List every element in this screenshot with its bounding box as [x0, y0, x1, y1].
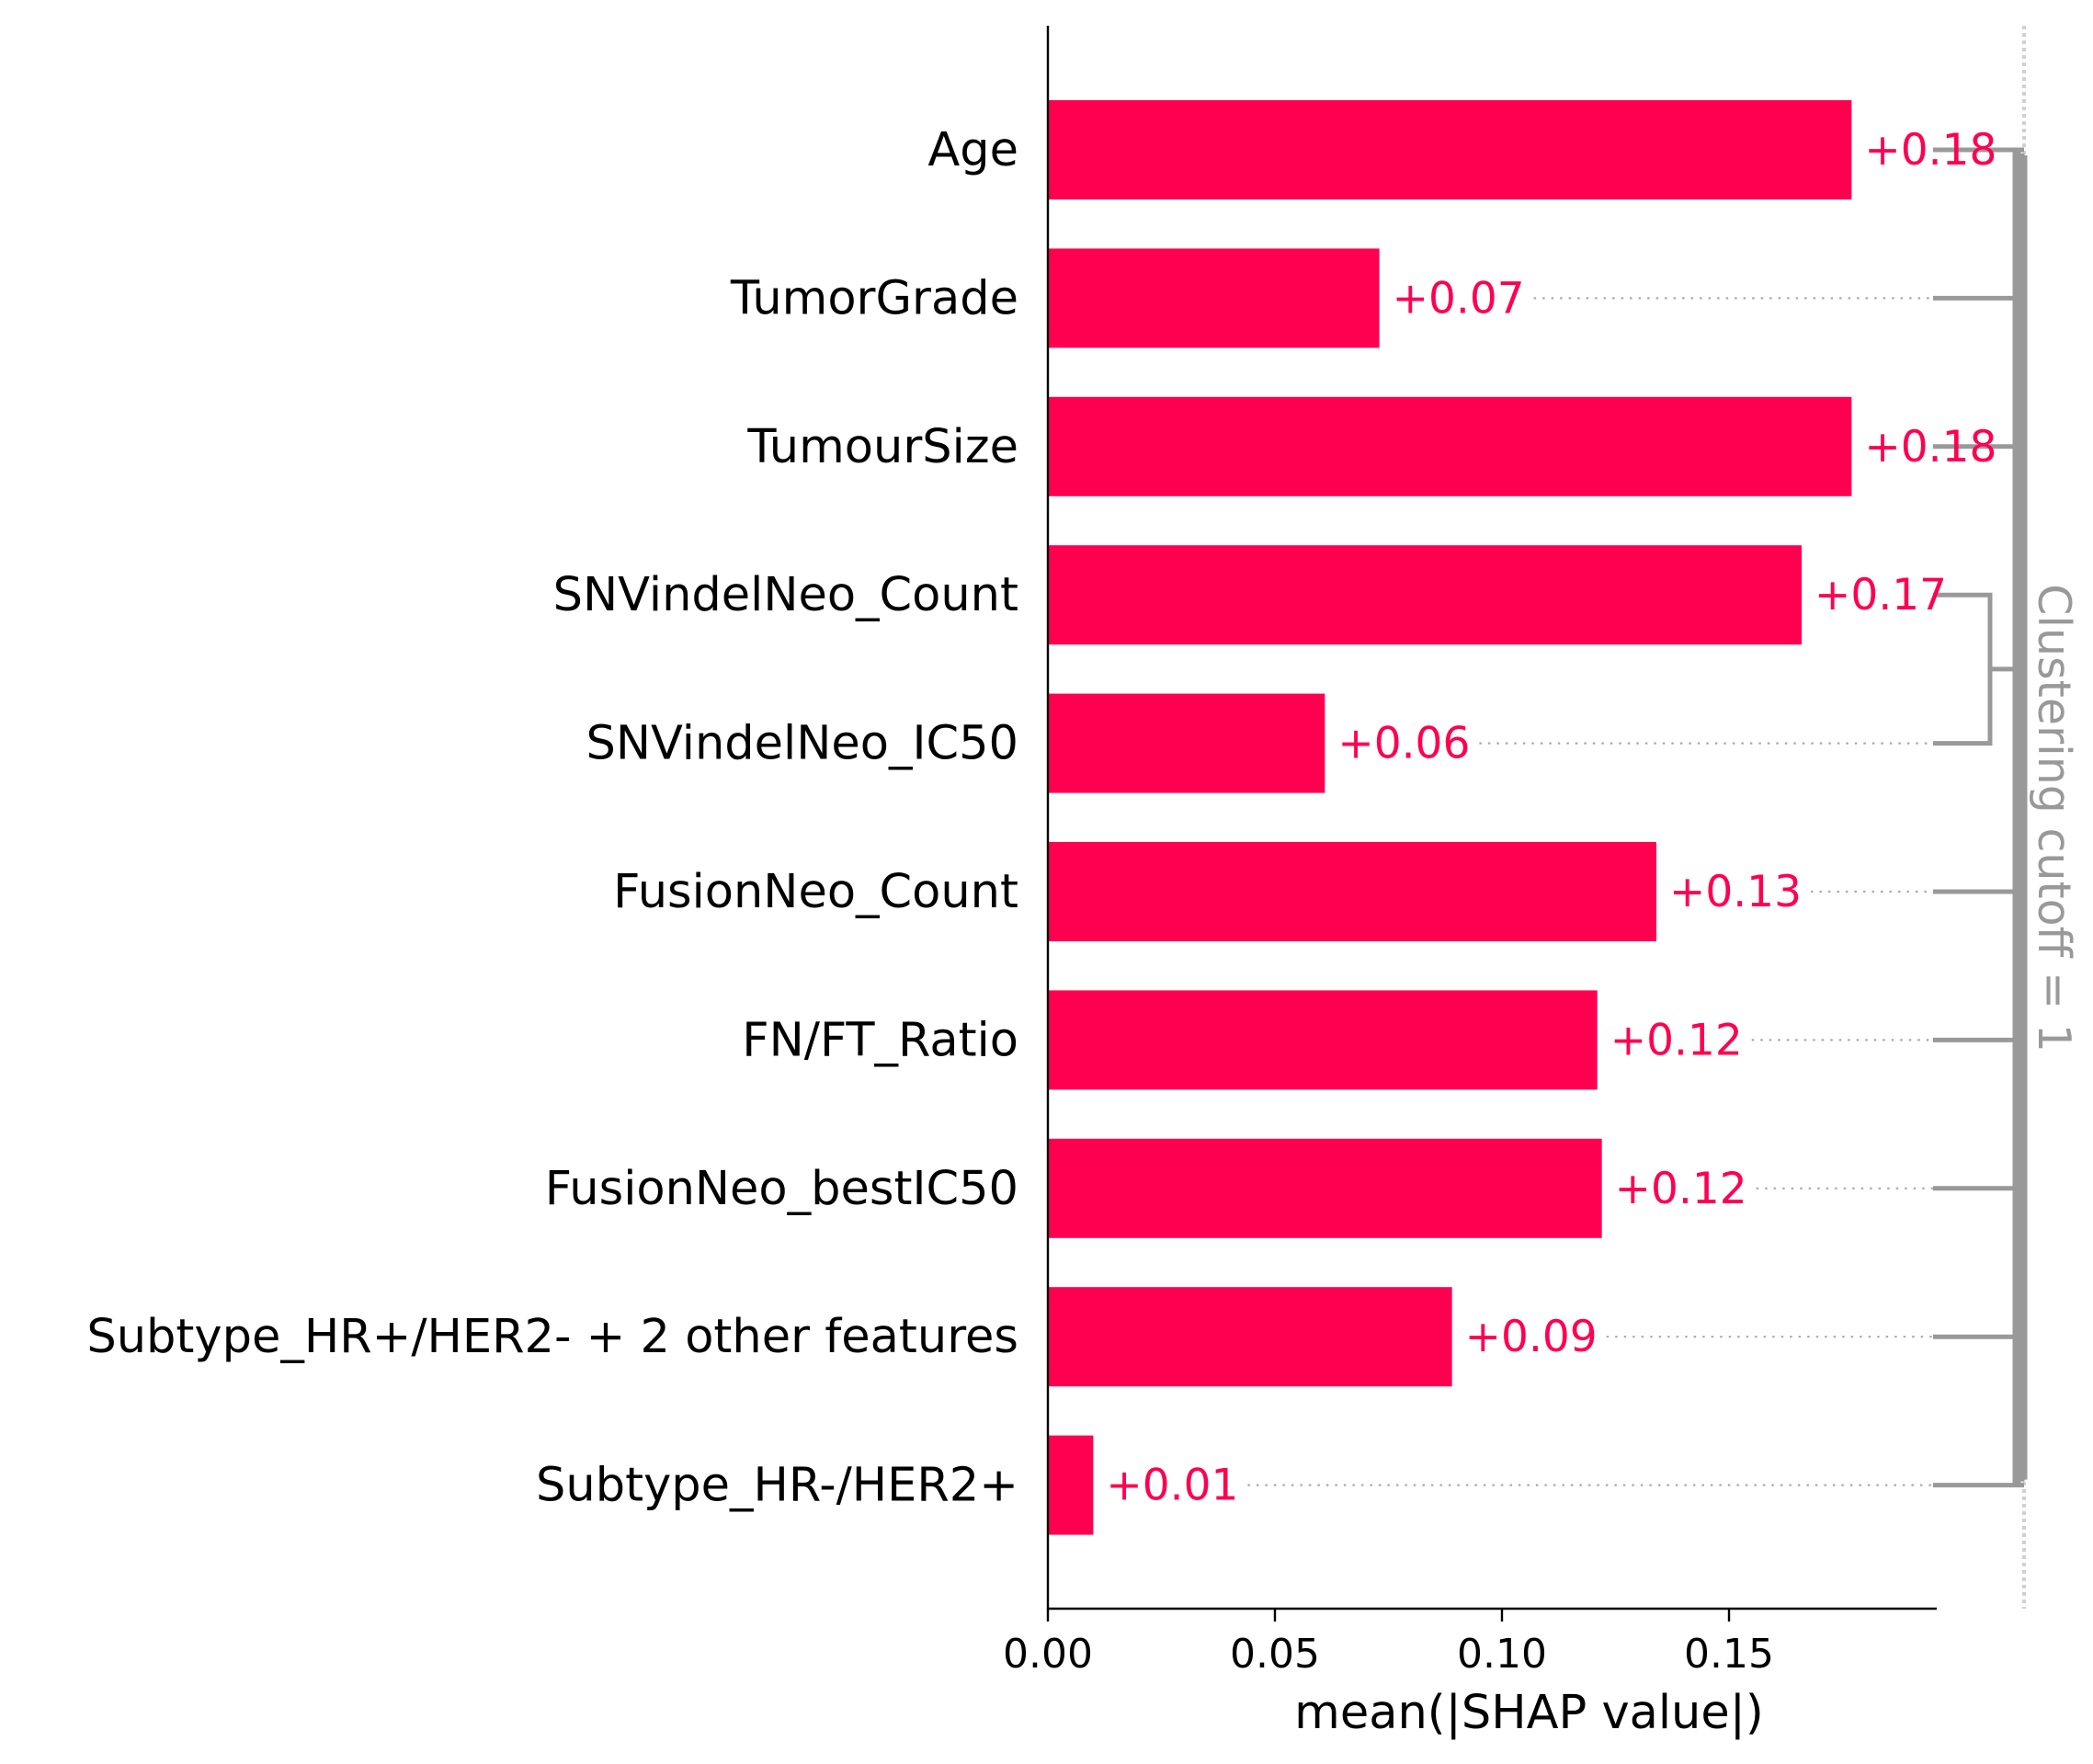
value-label: +0.01 — [1106, 1461, 1238, 1511]
value-label: +0.09 — [1465, 1312, 1598, 1362]
bar-9 — [1048, 1435, 1094, 1535]
clustering-cutoff-label: Clustering cutoff = 1 — [2028, 584, 2080, 1053]
value-label: +0.12 — [1615, 1164, 1747, 1214]
bar-4 — [1048, 693, 1325, 793]
feature-label: Subtype_HR-/HER2+ — [536, 1459, 1018, 1513]
value-label: +0.06 — [1337, 719, 1470, 769]
bar-5 — [1048, 842, 1656, 941]
feature-label: Subtype_HR+/HER2- + 2 other features — [86, 1310, 1018, 1364]
feature-label: SNVindelNeo_Count — [553, 568, 1018, 622]
labels: Age +0.18 TumorGrade +0.07 TumourSize +0.18 SN… — [86, 123, 2080, 1740]
feature-label: FusionNeo_Count — [613, 865, 1018, 919]
axes — [1046, 26, 1937, 1622]
value-label: +0.18 — [1864, 125, 1996, 176]
value-label: +0.12 — [1610, 1015, 1743, 1065]
feature-label: TumourSize — [746, 420, 1018, 474]
x-tick-label: 0.15 — [1684, 1631, 1774, 1678]
bar-7 — [1048, 1138, 1602, 1238]
x-tick-label: 0.10 — [1457, 1631, 1547, 1678]
x-tick-label: 0.00 — [1003, 1631, 1093, 1678]
value-label: +0.13 — [1669, 867, 1802, 917]
x-tick-label: 0.05 — [1230, 1631, 1320, 1678]
bar-2 — [1048, 396, 1852, 496]
bars — [1048, 100, 1852, 1535]
value-label: +0.07 — [1393, 273, 1525, 324]
bar-0 — [1048, 100, 1852, 199]
dendrogram — [1933, 147, 2028, 1488]
feature-label: SNVindelNeo_IC50 — [586, 717, 1018, 771]
bar-1 — [1048, 248, 1380, 348]
value-label: +0.17 — [1814, 570, 1947, 620]
feature-label: TumorGrade — [730, 271, 1018, 325]
feature-label: Age — [927, 123, 1018, 177]
bar-6 — [1048, 990, 1598, 1090]
feature-label: FusionNeo_bestIC50 — [545, 1162, 1018, 1216]
bar-3 — [1048, 545, 1803, 645]
bar-8 — [1048, 1287, 1452, 1387]
feature-label: FN/FT_Ratio — [742, 1013, 1018, 1067]
value-label: +0.18 — [1864, 422, 1996, 472]
x-axis-title: mean(|SHAP value|) — [1294, 1686, 1764, 1740]
